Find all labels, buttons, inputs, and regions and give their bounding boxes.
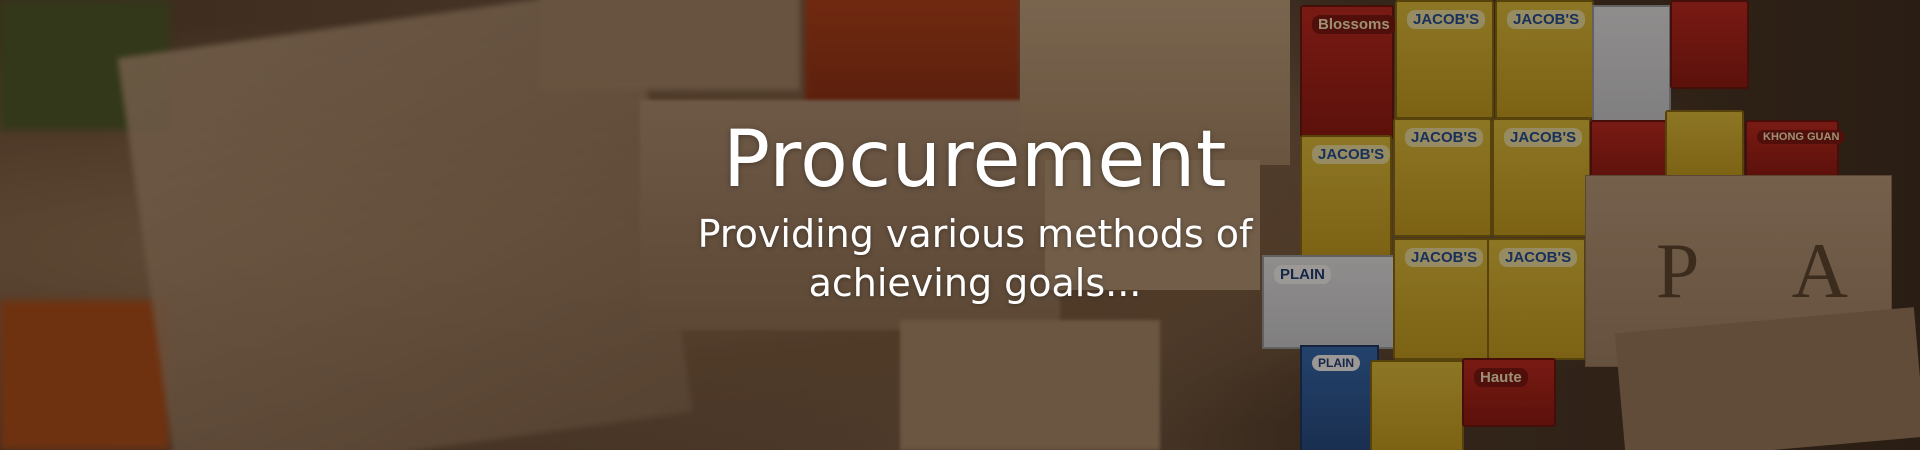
hero-headline: Procurement Providing various methods of… <box>0 115 1920 309</box>
jacobs-tin: JACOB'S <box>1300 135 1392 259</box>
tin-label: PLAIN <box>1312 355 1360 371</box>
tin-label: JACOB'S <box>1407 10 1486 29</box>
page-title: Procurement <box>723 115 1227 205</box>
tin-label: JACOB'S <box>1504 128 1583 147</box>
tin-label: JACOB'S <box>1405 248 1484 267</box>
background-box <box>540 0 800 90</box>
tin-label: PLAIN <box>1274 265 1331 284</box>
tin <box>1670 0 1749 89</box>
jacobs-tin: JACOB'S <box>1395 0 1494 119</box>
jacobs-tin: JACOB'S <box>1393 118 1492 237</box>
jacobs-tin: JACOB'S <box>1393 238 1492 360</box>
jacobs-tin: JACOB'S <box>1492 118 1591 237</box>
tin-label: JACOB'S <box>1405 128 1484 147</box>
tin-label: JACOB'S <box>1507 10 1586 29</box>
plain-biscuit-box: PLAIN <box>1300 345 1379 450</box>
tin-label: JACOB'S <box>1499 248 1578 267</box>
page-subtitle: Providing various methods of achieving g… <box>697 211 1253 306</box>
tin-label: KHONG GUAN <box>1757 130 1846 144</box>
haute-tin: Haute <box>1462 358 1556 427</box>
khong-guan-tin: KHONG GUAN <box>1745 120 1846 179</box>
blossoms-tin: Blossoms <box>1300 5 1396 139</box>
box-marking: P A <box>1656 227 1889 314</box>
jacobs-tin <box>1370 360 1464 450</box>
background-box <box>0 300 170 450</box>
jacobs-tin: JACOB'S <box>1487 238 1586 360</box>
jacobs-tin: JACOB'S <box>1495 0 1594 119</box>
tin-label: JACOB'S <box>1312 145 1391 164</box>
tin-label: Blossoms <box>1312 15 1396 34</box>
tin <box>1590 120 1674 184</box>
background-box <box>900 320 1160 450</box>
fairprice-box <box>1045 160 1260 290</box>
tin-label: Haute <box>1474 368 1528 387</box>
mamypoko-box <box>1020 0 1290 165</box>
plain-biscuit-box: PLAIN <box>1262 255 1396 349</box>
background-box <box>640 100 1060 330</box>
